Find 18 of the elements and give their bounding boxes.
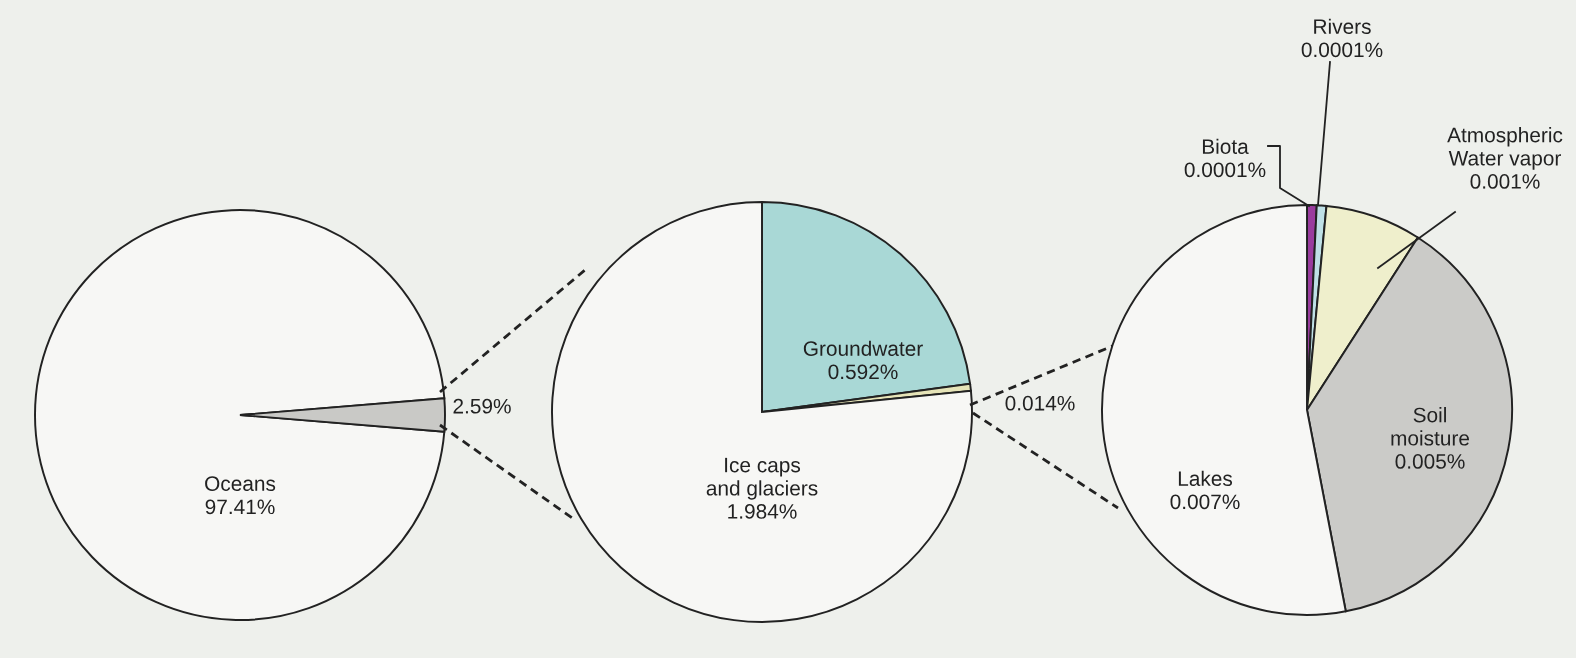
data-label: 2.59% (453, 398, 511, 414)
slice-label: Oceans (205, 476, 276, 491)
slice-label: Ice caps and glaciers (706, 457, 818, 500)
slice-label: Lakes (1178, 470, 1233, 486)
data-label: 0.014% (1005, 395, 1075, 411)
data-label: 0.001% (1470, 174, 1540, 189)
slice-label: Atmospheric Water vapor (1447, 127, 1563, 170)
data-label: 0.007% (1170, 494, 1240, 510)
data-label: 0.0001% (1184, 162, 1266, 178)
slice-label: Soil moisture (1391, 407, 1470, 446)
data-label: 0.0001% (1301, 42, 1383, 58)
data-label: 97.41% (205, 499, 275, 515)
data-label: 1.984% (728, 504, 797, 519)
data-label: 0.005% (1395, 454, 1465, 469)
data-label: 0.592% (828, 364, 898, 380)
slice-label: Groundwater (803, 340, 923, 356)
slice-label: Rivers (1314, 18, 1371, 34)
slice-label: Biota (1202, 138, 1249, 154)
